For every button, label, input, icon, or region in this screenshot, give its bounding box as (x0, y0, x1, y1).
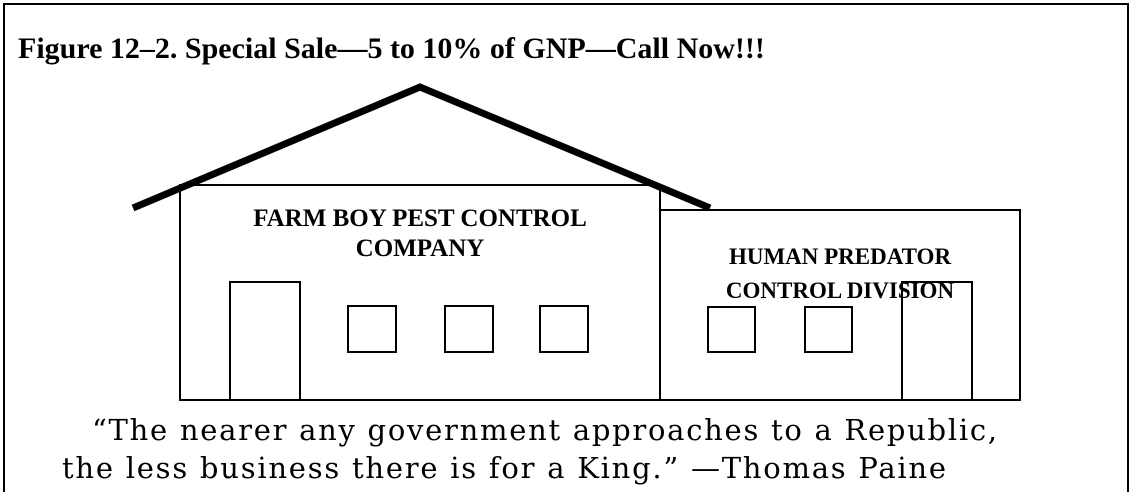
window (804, 306, 853, 353)
building-label: FARM BOY PEST CONTROL (253, 205, 587, 232)
quote-line: the less business there is for a King.” … (62, 451, 946, 485)
frame (3, 3, 1129, 492)
window (347, 305, 397, 353)
door (901, 281, 973, 401)
annex-building (659, 209, 1021, 401)
title: Figure 12–2. Special Sale—5 to 10% of GN… (18, 32, 765, 65)
building-label: COMPANY (356, 235, 485, 262)
door (229, 281, 301, 401)
window (539, 305, 589, 353)
quote-line: “The nearer any government approaches to… (92, 413, 997, 447)
window (444, 305, 494, 353)
building-label: CONTROL DIVISION (726, 278, 955, 303)
roof (131, 83, 712, 212)
building-label: HUMAN PREDATOR (729, 244, 952, 269)
window (707, 306, 756, 353)
